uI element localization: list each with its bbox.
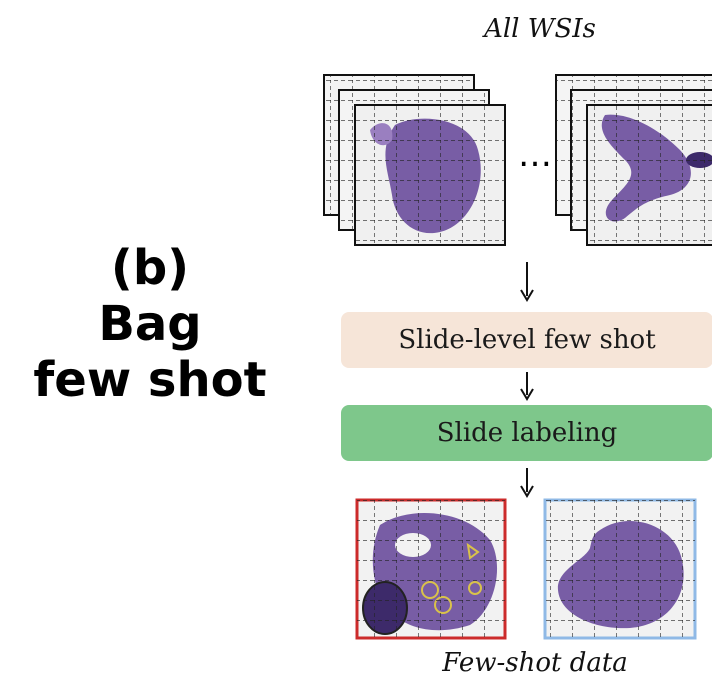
panel-title-line2: few shot: [33, 352, 267, 408]
few-shot-positive-slide: [355, 498, 507, 640]
slide-labeling-box: Slide labeling: [341, 405, 712, 461]
panel-label: (b) Bag few shot: [0, 240, 300, 408]
wsi-stack-right: [555, 74, 712, 246]
arrow-1: [520, 262, 534, 302]
panel-title-line1: Bag: [98, 296, 202, 352]
ellipsis-icon: …: [518, 135, 553, 175]
panel-letter: (b): [110, 240, 190, 296]
arrow-2: [520, 372, 534, 401]
all-wsis-title: All WSIs: [484, 14, 596, 44]
few-shot-data-label: Few-shot data: [442, 648, 628, 678]
arrow-3: [520, 468, 534, 498]
few-shot-negative-slide: [543, 498, 697, 640]
slide-level-few-shot-box: Slide-level few shot: [341, 312, 712, 368]
wsi-stack-left: [323, 74, 506, 246]
